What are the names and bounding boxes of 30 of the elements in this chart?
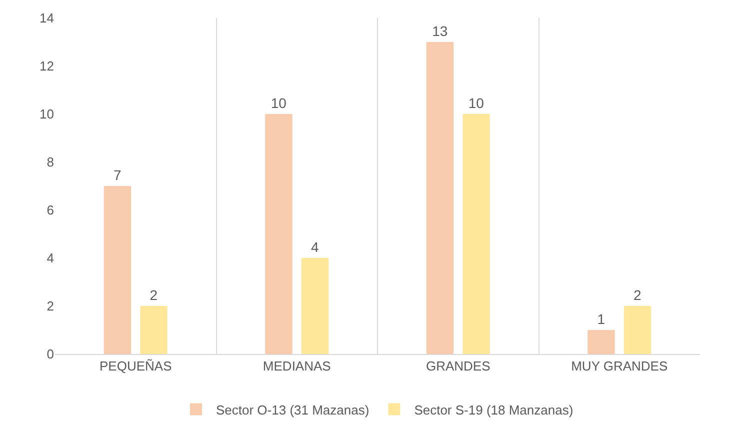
bar <box>426 42 454 354</box>
y-tick-label: 8 <box>46 154 54 170</box>
x-tick-label: MEDIANAS <box>262 358 332 374</box>
bar <box>301 258 329 354</box>
y-tick-label: 0 <box>46 346 54 362</box>
bar <box>462 114 490 354</box>
bar <box>624 306 652 354</box>
y-tick-label: 14 <box>40 10 54 26</box>
x-tick-label: PEQUEÑAS <box>100 358 172 374</box>
y-tick-label: 10 <box>40 106 54 122</box>
y-tick-label: 4 <box>46 250 54 266</box>
x-tick-label: GRANDES <box>426 358 491 374</box>
data-label: 7 <box>113 167 122 183</box>
data-label: 4 <box>311 239 320 255</box>
bar <box>588 330 615 354</box>
y-tick-label: 6 <box>46 202 54 218</box>
legend-label: Sector O-13 (31 Mazanas) <box>216 402 370 418</box>
y-tick-label: 2 <box>46 298 54 314</box>
data-label: 13 <box>432 23 448 39</box>
data-label: 1 <box>597 311 606 327</box>
bar <box>104 186 132 354</box>
data-label: 10 <box>468 95 484 111</box>
data-label: 2 <box>150 287 158 303</box>
x-tick-label: MUY GRANDES <box>571 358 668 374</box>
y-tick-label: 12 <box>40 58 54 74</box>
data-label: 2 <box>634 287 642 303</box>
bar <box>265 114 292 354</box>
legend-label: Sector S-19 (18 Manzanas) <box>414 402 574 418</box>
data-label: 10 <box>270 95 287 111</box>
bar <box>140 306 168 354</box>
